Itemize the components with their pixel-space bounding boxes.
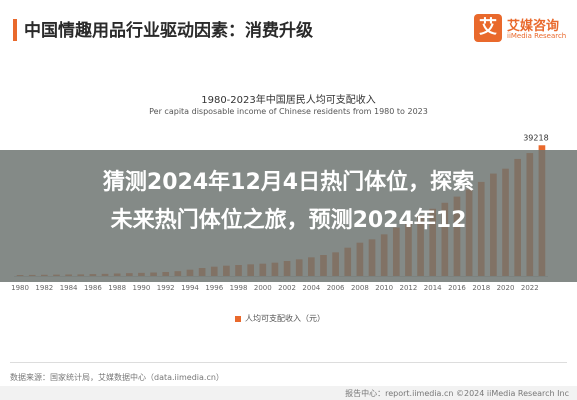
x-tick-label: 2000 [254, 284, 272, 292]
x-tick-label: 2012 [400, 284, 418, 292]
data-source: 数据来源：国家统计局，艾媒数据中心（data.iimedia.cn） [10, 373, 224, 382]
x-tick-label: 2018 [472, 284, 490, 292]
x-tick-label: 2002 [278, 284, 296, 292]
logo-name: 艾媒咨询 [507, 19, 560, 34]
overlay-line-2: 未来热门体位之旅，预测2024年12 [110, 208, 467, 233]
x-tick-label: 2010 [375, 284, 393, 292]
x-tick-label: 1988 [108, 284, 126, 292]
x-tick-label: 2004 [302, 284, 320, 292]
x-tick-label: 1992 [157, 284, 175, 292]
header: 中国情趣用品行业驱动因素：消费升级 艾 艾媒咨询 iiMedia Researc… [0, 0, 577, 60]
page-title: 中国情趣用品行业驱动因素：消费升级 [24, 21, 313, 41]
x-tick-label: 1982 [35, 284, 53, 292]
legend-label: 人均可支配收入（元） [245, 314, 325, 323]
footer-divider [10, 362, 567, 363]
x-tick-label: 1990 [133, 284, 151, 292]
x-tick-label: 1980 [11, 284, 29, 292]
x-tick-label: 2014 [424, 284, 442, 292]
headline-overlay: 猜测2024年12月4日热门体位，探索 未来热门体位之旅，预测2024年12 [0, 150, 577, 282]
data-label: 39218 [523, 133, 548, 142]
x-tick-label: 1994 [181, 284, 199, 292]
overlay-line-1: 猜测2024年12月4日热门体位，探索 [102, 170, 475, 195]
chart-legend: 人均可支配收入（元） [235, 313, 325, 324]
chart-subtitle: Per capita disposable income of Chinese … [149, 107, 428, 116]
x-tick-label: 1986 [84, 284, 102, 292]
x-tick-label: 1984 [60, 284, 78, 292]
x-tick-label: 1996 [205, 284, 223, 292]
brand-logo: 艾 艾媒咨询 iiMedia Research [474, 14, 574, 48]
x-tick-label: 1998 [230, 284, 248, 292]
x-tick-label: 2006 [327, 284, 345, 292]
footer-report-center: 报告中心：report.iimedia.cn ©2024 iiMedia Res… [345, 389, 569, 398]
x-tick-label: 2022 [521, 284, 539, 292]
logo-badge-icon: 艾 [474, 14, 502, 42]
logo-subtitle: iiMedia Research [507, 32, 567, 40]
x-tick-label: 2020 [497, 284, 515, 292]
title-accent-bar [13, 19, 17, 41]
x-tick-label: 2008 [351, 284, 369, 292]
chart-title: 1980-2023年中国居民人均可支配收入 [201, 95, 376, 106]
footer-bar [0, 386, 577, 400]
legend-swatch [235, 315, 241, 322]
x-tick-label: 2016 [448, 284, 466, 292]
overlay-headline: 猜测2024年12月4日热门体位，探索 未来热门体位之旅，预测2024年12 [6, 164, 571, 240]
